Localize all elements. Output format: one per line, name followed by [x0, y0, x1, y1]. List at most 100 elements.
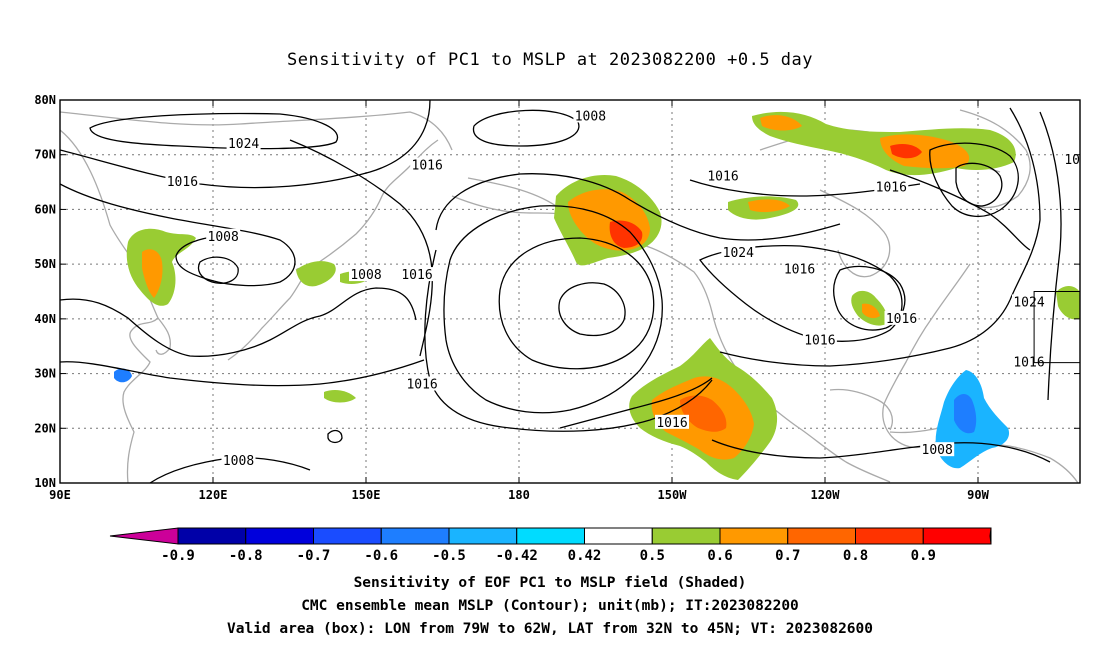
colorbar-label: 0.6: [707, 548, 732, 564]
contour-label: 1008: [573, 108, 608, 124]
contour-label-bg: [165, 174, 200, 189]
contour-label: 1000: [1063, 152, 1080, 168]
lat-tick-label: 70N: [34, 148, 56, 162]
contour-label-text: 1008: [922, 443, 953, 458]
coastline-greenland: [959, 109, 1031, 209]
contour-label: 1024: [1012, 294, 1046, 310]
contour-1008-east-asia: [60, 183, 296, 287]
contour-label-text: 1016: [656, 416, 687, 431]
contour-label: 1016: [706, 168, 740, 185]
colorbar-segment: [584, 527, 653, 545]
contour-label-text: 1016: [406, 378, 437, 393]
contour-1016-east-edge: [1009, 107, 1041, 301]
contour-label-bg: [782, 261, 817, 276]
contour-1024-pacific-high: [498, 237, 655, 370]
contour-label-bg: [920, 442, 955, 457]
contour-label-bg: [874, 179, 909, 194]
colorbar-label: 0.7: [775, 548, 800, 564]
contour-label-bg: [206, 228, 241, 243]
lon-tick-label: 180: [508, 488, 530, 502]
colorbar: -0.9 -0.8 -0.7 -0.6 -0.5 -0.42 0.42 0.5 0.6 0.7 0.…: [109, 527, 992, 564]
contour-1016-pacific-high-outer: [435, 173, 841, 241]
lon-tick-label: 150E: [352, 488, 381, 502]
shade-atlantic-deepblue: [954, 394, 977, 434]
plot-area: 1008102410161016100010161016100810001008…: [60, 100, 1080, 483]
contour-1000-canada-low-inner: [955, 162, 1003, 207]
contour-label: 1016: [874, 179, 909, 196]
plot-frame: [59, 99, 1081, 484]
gridlines: [60, 100, 1080, 483]
shade-hokkaido-green: [296, 261, 336, 287]
colorbar-label: 0.5: [640, 548, 665, 564]
colorbar-label: -0.7: [297, 548, 331, 564]
colorbar-label: -0.9: [161, 548, 195, 564]
contour-1008-arctic-low: [472, 109, 580, 147]
contour-label: 1008: [206, 228, 241, 245]
colorbar-segment: [651, 527, 721, 545]
contour-1016-pacific-high-mid: [443, 205, 663, 414]
contour-label-bg: [226, 135, 261, 150]
contour-label: 1016: [884, 310, 919, 327]
contour-label: 1016: [802, 332, 837, 349]
colorbar-low-extend: [109, 527, 179, 545]
contour-1016-siberia: [60, 100, 431, 189]
contour-label: 1016: [410, 157, 445, 174]
shade-canada-orange: [748, 199, 790, 213]
contour-1024-siberia: [89, 112, 339, 150]
contour-label-text: 1024: [228, 137, 259, 152]
caption-line-2: CMC ensemble mean MSLP (Contour); unit(m…: [301, 598, 799, 614]
coastline-siberia-north: [60, 111, 453, 151]
lat-tick-label: 60N: [34, 202, 56, 216]
colorbar-segment: [313, 527, 382, 545]
colorbar-label: -0.8: [229, 548, 263, 564]
contour-label-bg: [655, 414, 689, 429]
lat-tick-label: 10N: [34, 476, 56, 490]
contour-label-text: 1016: [886, 312, 917, 327]
contour-label-bg: [221, 453, 256, 468]
coastline-japan: [227, 267, 306, 361]
contour-1008-north-pacific: [289, 139, 433, 357]
contour-label-bg: [349, 267, 383, 282]
shade-taiwan-blue: [114, 368, 132, 383]
coastline-hudson-bay: [819, 189, 891, 278]
shade-east-atlantic-green: [1056, 286, 1080, 320]
contour-1016-wpac-south: [60, 359, 425, 387]
contour-label-bg: [400, 267, 434, 282]
map-title: Sensitivity of PC1 to MSLP at 2023082200…: [286, 50, 813, 70]
contour-label-text: 1016: [707, 170, 738, 185]
contour-label-bg: [721, 245, 756, 260]
shade-us-northeast-orange: [862, 303, 880, 319]
contour-label-text: 1016: [401, 268, 432, 283]
lat-tick-label: 20N: [34, 421, 56, 435]
contour-label: 1016: [400, 267, 434, 283]
contour-label: 1016: [165, 174, 200, 190]
contour-label-text: 1016: [167, 175, 198, 190]
contour-label-text: 1016: [804, 334, 835, 349]
lon-tick-label: 120E: [199, 488, 228, 502]
colorbar-high-extend: [989, 527, 992, 545]
shade-gulf-alaska-red: [609, 220, 643, 248]
colorbar-segment: [922, 527, 992, 545]
lon-tick-label: 120W: [811, 488, 841, 502]
contour-label-bg: [410, 157, 445, 172]
contour-label-bg: [706, 168, 740, 183]
contour-1008-east-edge: [1039, 111, 1062, 401]
contour-label: 1024: [721, 245, 756, 261]
contour-label: 1024: [226, 135, 261, 152]
lat-tick-label: 50N: [34, 257, 56, 271]
colorbar-label: 0.42: [568, 548, 602, 564]
shade-arctic-orange: [880, 134, 970, 169]
contour-label-text: 1016: [1013, 356, 1044, 371]
contour-1024-us-high: [833, 265, 906, 331]
contour-label-text: 1024: [723, 246, 754, 261]
contour-1016-us-high: [699, 244, 903, 342]
colorbar-segment: [516, 527, 585, 545]
shade-arctic-red: [890, 144, 922, 159]
coastline-gulf-mexico: [829, 388, 893, 431]
colorbar-label: -0.42: [496, 548, 538, 564]
contour-1016-east-asia: [60, 287, 417, 357]
contour-label-bg: [1012, 354, 1046, 369]
colorbar-label: -0.5: [432, 548, 466, 564]
contour-1008-canada: [889, 169, 1031, 251]
